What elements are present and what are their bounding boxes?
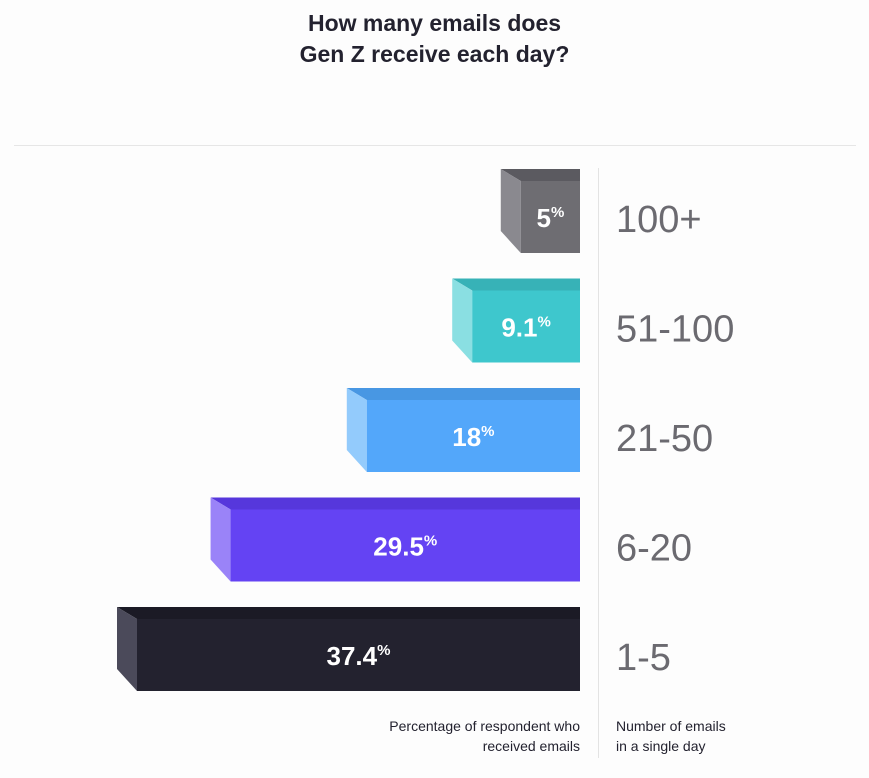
y-axis-label: Number of emails in a single day: [616, 716, 726, 756]
bar-100+: 5% 100+: [500, 169, 702, 253]
bar-top-face: [346, 388, 580, 400]
bar-side-face: [500, 169, 521, 253]
category-label: 6-20: [616, 528, 692, 570]
bar-side-face: [452, 278, 473, 363]
category-label: 51-100: [616, 309, 734, 351]
category-label: 100+: [616, 199, 702, 241]
bar-top-face: [452, 278, 580, 291]
x-axis-label-line-2: received emails: [482, 738, 580, 754]
bar-value-label: 5%: [536, 203, 564, 233]
bar-front-face: [472, 290, 580, 363]
title-divider: [14, 145, 856, 146]
bar-top-face: [500, 169, 580, 181]
y-axis-label-line-2: in a single day: [616, 738, 706, 754]
x-axis-label-line-1: Percentage of respondent who: [389, 718, 580, 734]
bar-side-face: [117, 607, 137, 691]
bar-value-label: 18%: [452, 422, 494, 452]
bar-value-label: 37.4%: [327, 641, 391, 671]
category-label: 21-50: [616, 418, 713, 460]
chart-title: How many emails does Gen Z receive each …: [0, 8, 869, 70]
bar-51-100: 9.1% 51-100: [452, 278, 734, 363]
y-axis-label-line-1: Number of emails: [616, 718, 726, 734]
bar-21-50: 18% 21-50: [346, 388, 713, 472]
bar-value-label: 9.1%: [501, 313, 551, 343]
bar-side-face: [346, 388, 367, 472]
bar-top-face: [210, 497, 580, 510]
chart-title-line-2: Gen Z receive each day?: [299, 41, 570, 67]
category-label: 1-5: [616, 637, 671, 679]
bar-front-face: [520, 181, 580, 253]
x-axis-label: Percentage of respondent who received em…: [389, 716, 580, 756]
bar-front-face: [366, 400, 580, 472]
bar-1-5: 37.4% 1-5: [117, 607, 671, 691]
bar-6-20: 29.5% 6-20: [210, 497, 692, 582]
bar-front-face: [230, 509, 580, 582]
bar-side-face: [210, 497, 231, 582]
bar-value-label: 29.5%: [373, 532, 437, 562]
axis-divider: [598, 168, 599, 758]
bar-top-face: [117, 607, 580, 619]
chart-title-line-1: How many emails does: [307, 10, 562, 36]
bar-front-face: [137, 619, 580, 691]
